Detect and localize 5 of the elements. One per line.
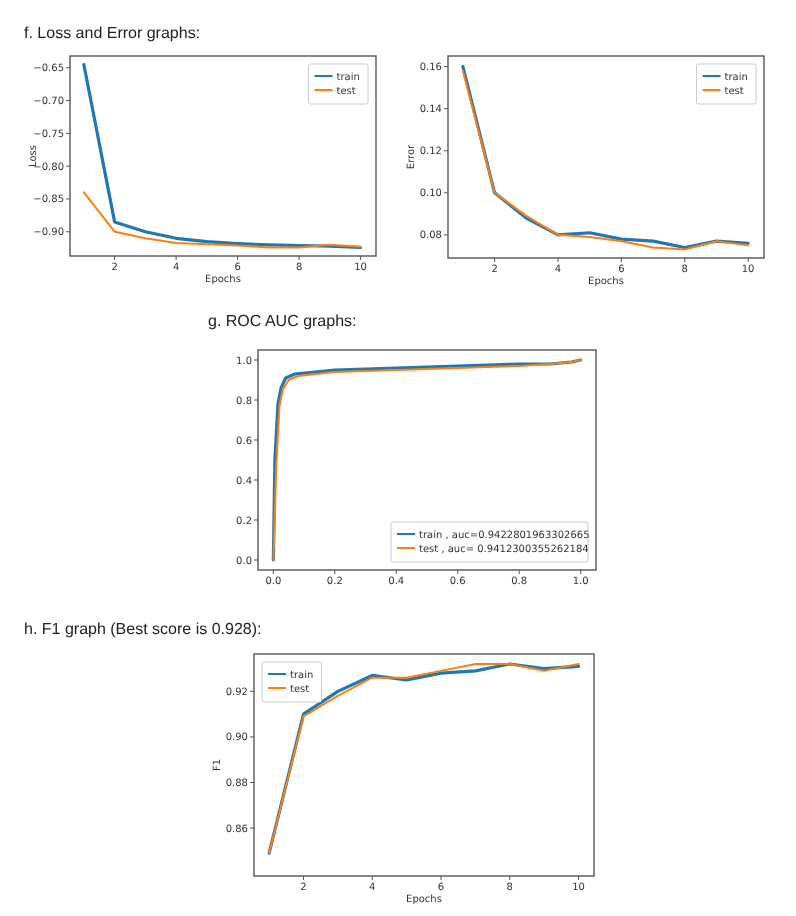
- line-series: [82, 62, 363, 250]
- chart-title: f. Loss and Error graphs:: [24, 24, 201, 42]
- chart-title: h. F1 graph (Best score is 0.928):: [24, 620, 262, 638]
- line-series: [82, 191, 362, 249]
- chart-title: g. ROC AUC graphs:: [208, 312, 357, 330]
